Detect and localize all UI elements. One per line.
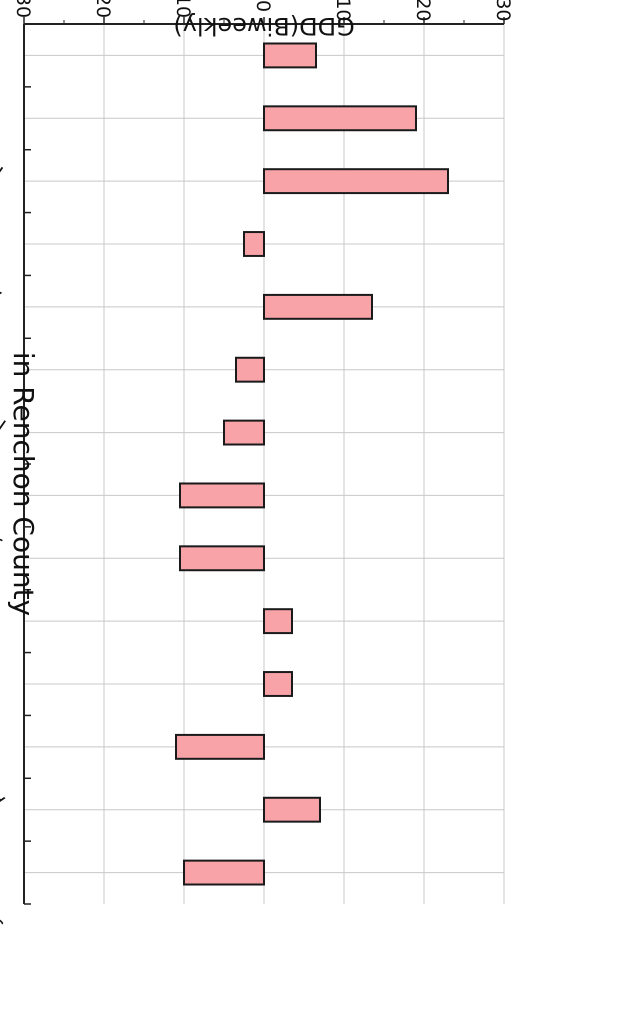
category-label: Apr(15-30) [0,230,5,307]
tick-label: -20 [412,0,434,22]
tick-label: 10 [172,0,194,18]
bar [179,482,265,509]
chart-title: in Renchon County [7,352,40,616]
bar [263,671,293,697]
category-label: Jun(15-30) [0,481,3,557]
bar [179,545,265,572]
y-axis-label: GDD(Biweekly) [173,12,354,40]
bar [263,105,417,132]
bar [223,419,265,446]
tick-label: -30 [492,0,514,22]
bar [183,859,265,886]
bar [263,608,293,635]
tick-label: 20 [92,0,114,18]
grid [23,24,505,904]
labels: 3020100-10-20-30Mar(1-14)Mar(15-31)Apr(1… [0,0,514,937]
bar [263,42,317,69]
tick-label: 30 [12,0,34,18]
bar [243,231,265,257]
tick-label: 0 [252,0,274,12]
bar [263,796,321,823]
category-label: Mar(15-31) [0,104,8,183]
category-label: Aug(15-31) [0,733,9,812]
axes [23,17,505,905]
bar [263,293,373,320]
bar [175,733,265,760]
category-label: May(1-14) [0,293,1,367]
bars [175,42,449,886]
tick-label: -10 [332,0,354,22]
bar [235,356,265,383]
bar [263,168,449,195]
category-label: Sep(15-30) [0,858,8,937]
